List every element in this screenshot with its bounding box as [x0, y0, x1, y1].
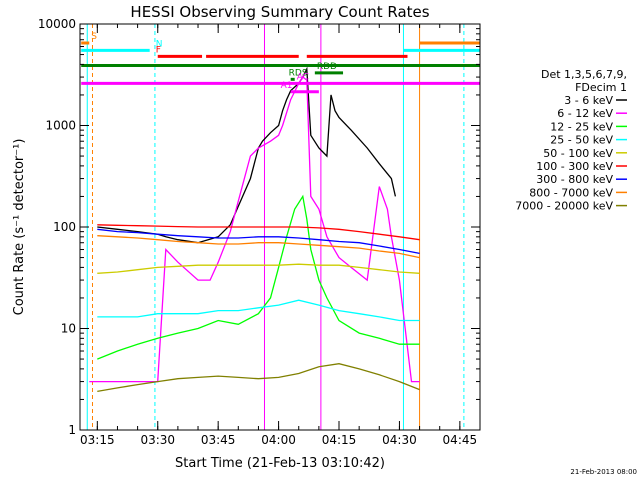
- x-tick-label: 04:15: [322, 433, 357, 447]
- series-line-50-100-kev: [97, 263, 420, 274]
- legend-entry-label: 25 - 50 keV: [550, 134, 613, 147]
- legend-entry-label: 300 - 800 keV: [536, 173, 613, 186]
- x-tick-label: 03:45: [201, 433, 236, 447]
- legend-entry-label: 3 - 6 keV: [564, 94, 613, 107]
- y-axis-label: Count Rate (s⁻¹ detector⁻¹): [12, 139, 27, 316]
- chart-title: HESSI Observing Summary Count Rates: [130, 3, 429, 21]
- series-line-100-300-kev: [97, 224, 420, 241]
- y-tick-label: 10000: [38, 17, 76, 31]
- axes: 1 10 100 1000 10000 03:15 03:30 03:45 04:00 04:15…: [38, 17, 481, 447]
- x-tick-label: 03:15: [80, 433, 115, 447]
- legend-entry-label: 50 - 100 keV: [543, 147, 613, 160]
- legend-entry-label: 100 - 300 keV: [536, 160, 613, 173]
- y-tick-label: 1: [68, 423, 76, 437]
- legend-header: FDecim 1: [575, 81, 627, 94]
- series-line-25-50-kev: [97, 299, 420, 322]
- x-tick-label: 03:30: [140, 433, 175, 447]
- flag-label: RDS: [289, 68, 308, 78]
- flag-label: AC: [297, 72, 309, 82]
- series-line-7000-20000-kev: [97, 363, 420, 393]
- y-tick-label: 10: [61, 322, 76, 336]
- y-tick-label: 100: [53, 220, 76, 234]
- legend-header: Det 1,3,5,6,7,9,: [541, 68, 627, 81]
- series-line-300-800-kev: [97, 228, 420, 255]
- legend-entry-label: 800 - 7000 keV: [529, 186, 613, 199]
- flag-label: A1: [281, 81, 293, 91]
- y-tick-label: 1000: [45, 119, 76, 133]
- footer-stamp: 21-Feb-2013 08:00: [570, 468, 637, 476]
- x-tick-label: 04:30: [382, 433, 417, 447]
- legend-entry-label: 6 - 12 keV: [557, 107, 613, 120]
- flag-label: S: [91, 32, 97, 42]
- x-tick-label: 04:45: [443, 433, 478, 447]
- flag-label: RDD: [317, 62, 337, 72]
- x-tick-label: 04:00: [261, 433, 296, 447]
- flag-label: N: [156, 39, 163, 49]
- legend-entry-label: 7000 - 20000 keV: [515, 200, 613, 213]
- flag-label: F: [156, 45, 161, 55]
- legend-entry-label: 12 - 25 keV: [550, 120, 613, 133]
- series-line-800-7000-kev: [97, 235, 420, 259]
- series-line-3-6-kev: [97, 66, 397, 244]
- x-axis-label: Start Time (21-Feb-13 03:10:42): [175, 456, 385, 471]
- series-line-12-25-kev: [97, 194, 420, 360]
